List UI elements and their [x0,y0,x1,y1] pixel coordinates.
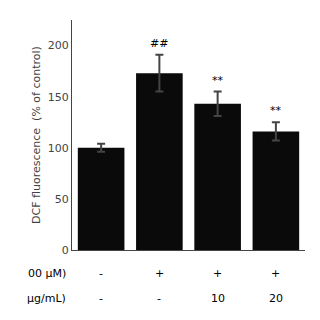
svg-text:-: - [99,267,103,280]
svg-text:-: - [157,292,161,305]
svg-text:20: 20 [269,292,283,305]
svg-text:0: 0 [62,244,69,257]
svg-text:00 μM): 00 μM) [28,267,66,280]
svg-text:+: + [271,267,280,280]
svg-text:##: ## [150,37,168,50]
svg-text:+: + [155,267,164,280]
svg-text:10: 10 [211,292,225,305]
svg-text:50: 50 [55,193,69,206]
svg-text:μg/mL): μg/mL) [27,292,66,305]
svg-text:**: ** [212,74,224,87]
svg-text:150: 150 [48,91,69,104]
svg-text:DCF fluorescence (% of contro: DCF fluorescence (% of control) [30,46,43,224]
svg-text:-: - [99,292,103,305]
svg-text:100: 100 [48,142,69,155]
svg-text:**: ** [270,104,282,117]
svg-text:200: 200 [48,39,69,52]
svg-text:+: + [213,267,222,280]
